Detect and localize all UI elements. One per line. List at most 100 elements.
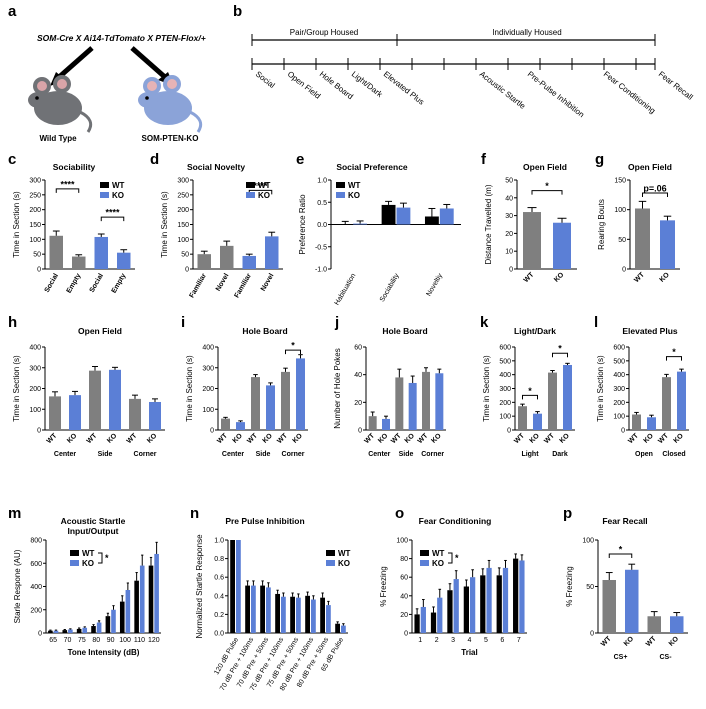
x-tick-label: KO — [106, 432, 119, 445]
bar-ko — [251, 585, 256, 633]
x-tick-label: KO — [673, 432, 686, 445]
bar-ko — [439, 208, 454, 225]
y-tick-label: 1.0 — [214, 538, 224, 545]
x-tick-label: KO — [659, 271, 672, 284]
significance-label: **** — [60, 179, 75, 189]
chart-title: Elevated Plus — [622, 326, 678, 336]
x-tick-label: 5 — [484, 637, 488, 644]
y-tick-label: 0 — [185, 267, 189, 274]
y-tick-label: -0.5 — [315, 244, 327, 251]
bar-ko — [69, 395, 81, 430]
x-tick-label: WT — [645, 635, 658, 648]
x-tick-label: WT — [86, 432, 99, 445]
y-tick-label: 30 — [505, 213, 513, 220]
bar-ko — [281, 596, 286, 633]
y-tick-label: 250 — [29, 192, 41, 199]
y-tick-label: 400 — [29, 345, 41, 352]
bar-ko — [396, 207, 411, 225]
x-tick-label: KO — [404, 432, 417, 445]
panel-i-label: i — [181, 314, 185, 331]
x-tick-label: KO — [262, 432, 275, 445]
x-tick-label: KO — [430, 432, 443, 445]
bar-wt — [338, 224, 353, 225]
y-axis-label: % Freezing — [565, 566, 574, 606]
bar-wt — [105, 616, 111, 633]
x-tick-label: WT — [523, 271, 536, 284]
legend-significance: * — [105, 553, 109, 563]
chart-title: Social Preference — [336, 162, 408, 172]
y-tick-label: 40 — [505, 195, 513, 202]
x-tick-label: KO — [377, 432, 390, 445]
zone-label: Light — [521, 451, 539, 458]
significance-bracket — [552, 352, 568, 358]
test-label: Pre-Pulse Inhibition — [526, 69, 586, 119]
panel-b: b Pair/Group Housed Individually Housed … — [233, 3, 695, 119]
x-tick-label: WT — [46, 432, 59, 445]
bar-wt — [119, 601, 125, 633]
legend-swatch-wt — [336, 182, 345, 188]
zone-label: Corner — [282, 451, 305, 458]
bar-wt — [430, 612, 437, 633]
y-tick-label: 300 — [177, 178, 189, 185]
bar-ko — [53, 630, 59, 633]
y-tick-label: 10 — [505, 249, 513, 256]
bar-ko — [266, 385, 275, 430]
zone-label: Open — [635, 451, 653, 458]
legend-swatch-ko — [326, 560, 335, 566]
x-tick-label: 80 — [92, 637, 100, 644]
bar-wt — [89, 370, 101, 430]
test-label: Social — [254, 69, 277, 90]
arrow-right-icon — [130, 46, 168, 80]
legend-label-wt: WT — [112, 181, 125, 190]
y-tick-label: 60 — [354, 345, 362, 352]
chart-title: Fear Recall — [602, 516, 647, 526]
chart-n: n Pre Pulse Inhibition 0.0 0.2 0.4 0.6 0.8 1.0 N… — [190, 505, 351, 692]
bar-ko — [149, 401, 161, 430]
bar-ko — [154, 553, 159, 633]
test-label: Fear Recall — [657, 69, 695, 101]
legend-label-wt: WT — [338, 549, 351, 558]
x-tick-label: 110 — [134, 637, 145, 644]
significance-label: * — [528, 386, 532, 396]
zone-label: Center — [54, 451, 76, 458]
bar-wt — [134, 580, 139, 633]
bar-wt — [290, 596, 295, 633]
y-tick-label: 200 — [499, 400, 511, 407]
bar-wt — [76, 628, 82, 633]
timeline-ticks — [251, 58, 656, 70]
y-axis-label: Rearing Bouts — [597, 199, 606, 250]
y-tick-label: 300 — [202, 365, 214, 372]
x-tick-label: 2 — [435, 637, 439, 644]
bar-wt — [251, 377, 260, 430]
chart-title: Hole Board — [382, 326, 427, 336]
y-tick-label: 20 — [354, 400, 362, 407]
chart-j: j Hole Board 0 20 40 60 Number of Hole Pokes WT… — [333, 314, 446, 458]
x-tick-label: 65 — [49, 637, 57, 644]
bar-ko — [437, 597, 443, 633]
bar-ko — [677, 371, 686, 430]
y-tick-label: 0 — [622, 267, 626, 274]
y-tick-label: 0 — [507, 428, 511, 435]
y-tick-label: 0.0 — [317, 222, 327, 229]
y-tick-label: 50 — [181, 252, 189, 259]
housing-group-label: Pair/Group Housed — [290, 28, 358, 37]
bar-wt — [260, 585, 265, 633]
x-tick-label: KO — [668, 635, 681, 648]
significance-label: **** — [253, 181, 268, 191]
y-tick-label: 0 — [37, 428, 41, 435]
chart-title: Open Field — [628, 162, 672, 172]
y-tick-label: 0.2 — [214, 612, 224, 619]
x-tick-label: 75 — [78, 637, 86, 644]
bar-ko — [470, 577, 476, 633]
bar-ko — [486, 567, 492, 633]
x-tick-label: KO — [559, 432, 572, 445]
x-tick-label: KO — [643, 432, 656, 445]
som-pten-ko-mouse-icon — [138, 75, 203, 133]
bar-ko — [519, 560, 525, 633]
bar-wt — [395, 377, 404, 430]
bar-wt — [49, 396, 61, 430]
bar-wt — [72, 256, 86, 269]
chart-title: Sociability — [53, 162, 96, 172]
y-axis-label: Number of Hole Pokes — [333, 348, 342, 428]
chart-title: Acoustic Startle — [61, 516, 126, 526]
